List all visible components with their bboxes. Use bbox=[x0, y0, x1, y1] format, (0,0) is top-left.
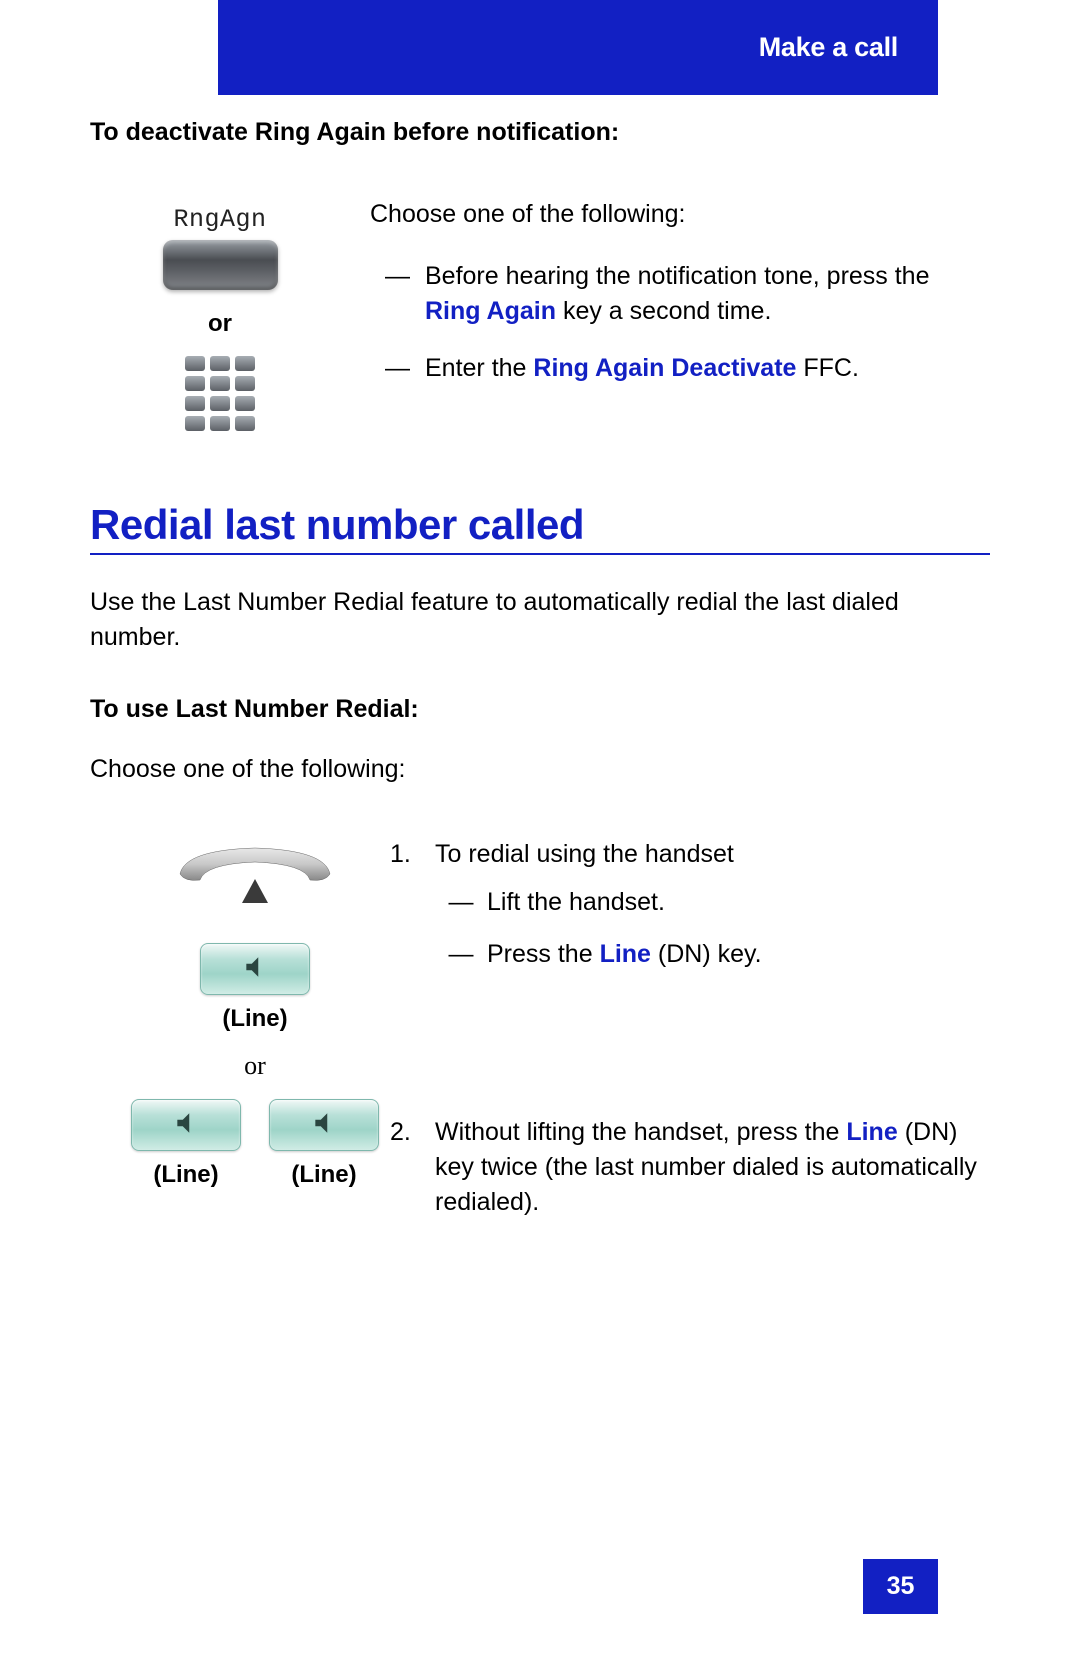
step-body: Without lifting the handset, press the L… bbox=[435, 1115, 990, 1220]
redial-heading: Redial last number called bbox=[90, 501, 990, 549]
line-key-icon bbox=[269, 1099, 379, 1151]
text-fragment: Press the bbox=[487, 940, 600, 968]
steps-list: 1. To redial using the handset — Lift th… bbox=[390, 837, 990, 986]
keypad-key bbox=[185, 396, 205, 411]
dash-bullet: — bbox=[435, 934, 487, 974]
section2-row: (Line) or (Line) bbox=[90, 837, 990, 1234]
line-key-icon bbox=[200, 943, 310, 995]
choose-text-1: Choose one of the following: bbox=[370, 200, 990, 229]
line-key-icon bbox=[131, 1099, 241, 1151]
section1-icons: RngAgn or bbox=[90, 175, 350, 431]
list-item: — Lift the handset. bbox=[435, 882, 990, 922]
speaker-icon bbox=[242, 954, 268, 985]
text-fragment: (DN) key. bbox=[651, 940, 762, 968]
keypad-key bbox=[235, 416, 255, 431]
list-item: — Before hearing the notification tone, … bbox=[370, 259, 990, 329]
key-name: Line bbox=[846, 1118, 897, 1146]
text-fragment: key a second time. bbox=[556, 297, 771, 325]
or-label-1: or bbox=[208, 310, 232, 338]
speaker-icon bbox=[311, 1110, 337, 1141]
step-number: 1. bbox=[390, 837, 435, 986]
keypad-key bbox=[185, 416, 205, 431]
text-fragment: Before hearing the notification tone, pr… bbox=[425, 262, 930, 290]
line-label: (Line) bbox=[222, 1005, 287, 1033]
key-name: Ring Again bbox=[425, 297, 556, 325]
use-redial-heading: To use Last Number Redial: bbox=[90, 695, 990, 724]
step-number: 2. bbox=[390, 1115, 435, 1220]
keypad-key bbox=[235, 396, 255, 411]
section1-list: — Before hearing the notification tone, … bbox=[370, 259, 990, 386]
heading-rule bbox=[90, 553, 990, 555]
or-label-2: or bbox=[244, 1051, 266, 1081]
list-item: — Enter the Ring Again Deactivate FFC. bbox=[370, 351, 990, 386]
key-name: Line bbox=[600, 940, 651, 968]
rngagn-key-label: RngAgn bbox=[173, 205, 266, 234]
keypad-key bbox=[210, 376, 230, 391]
keypad-icon bbox=[185, 356, 255, 431]
key-name: Ring Again Deactivate bbox=[533, 354, 796, 382]
section2-icons: (Line) or (Line) bbox=[90, 837, 370, 1234]
dash-bullet: — bbox=[370, 351, 425, 386]
page-number-text: 35 bbox=[887, 1572, 915, 1601]
step-item: 1. To redial using the handset — Lift th… bbox=[390, 837, 990, 986]
list-item-text: Press the Line (DN) key. bbox=[487, 934, 762, 974]
list-item-text: Lift the handset. bbox=[487, 882, 665, 922]
deactivate-heading: To deactivate Ring Again before notifica… bbox=[90, 118, 990, 147]
steps-list-2: 2. Without lifting the handset, press th… bbox=[390, 1115, 990, 1220]
double-line-keys: (Line) (Line) bbox=[131, 1099, 379, 1189]
text-fragment: Lift the handset. bbox=[487, 888, 665, 916]
section2-text: 1. To redial using the handset — Lift th… bbox=[390, 837, 990, 1234]
keypad-key bbox=[185, 356, 205, 371]
page-number: 35 bbox=[863, 1559, 938, 1614]
keypad-key bbox=[210, 396, 230, 411]
keypad-key bbox=[235, 356, 255, 371]
line-label: (Line) bbox=[153, 1161, 218, 1189]
sub-list: — Lift the handset. — Press the Line (DN… bbox=[435, 882, 990, 974]
line-key-wrap: (Line) bbox=[131, 1099, 241, 1189]
redial-intro: Use the Last Number Redial feature to au… bbox=[90, 585, 990, 655]
text-fragment: FFC. bbox=[796, 354, 859, 382]
page-content: To deactivate Ring Again before notifica… bbox=[90, 118, 990, 1234]
speaker-icon bbox=[173, 1110, 199, 1141]
soft-key-button-icon bbox=[163, 240, 278, 290]
arrow-up-icon bbox=[242, 879, 268, 903]
list-item-text: Enter the Ring Again Deactivate FFC. bbox=[425, 351, 990, 386]
text-fragment: Enter the bbox=[425, 354, 533, 382]
choose-text-2: Choose one of the following: bbox=[90, 752, 990, 787]
line-key-wrap: (Line) bbox=[269, 1099, 379, 1189]
text-fragment: Without lifting the handset, press the bbox=[435, 1118, 846, 1146]
line-label: (Line) bbox=[291, 1161, 356, 1189]
section1-row: RngAgn or Choose one of the following: —… bbox=[90, 175, 990, 431]
keypad-key bbox=[185, 376, 205, 391]
step-text: To redial using the handset bbox=[435, 840, 734, 868]
dash-bullet: — bbox=[435, 882, 487, 922]
list-item: — Press the Line (DN) key. bbox=[435, 934, 990, 974]
header-bar: Make a call bbox=[218, 0, 938, 95]
section1-text: Choose one of the following: — Before he… bbox=[370, 175, 990, 431]
list-item-text: Before hearing the notification tone, pr… bbox=[425, 259, 990, 329]
step-body: To redial using the handset — Lift the h… bbox=[435, 837, 990, 986]
keypad-key bbox=[210, 416, 230, 431]
header-title: Make a call bbox=[759, 32, 898, 63]
keypad-key bbox=[235, 376, 255, 391]
dash-bullet: — bbox=[370, 259, 425, 329]
keypad-key bbox=[210, 356, 230, 371]
step-item: 2. Without lifting the handset, press th… bbox=[390, 1115, 990, 1220]
